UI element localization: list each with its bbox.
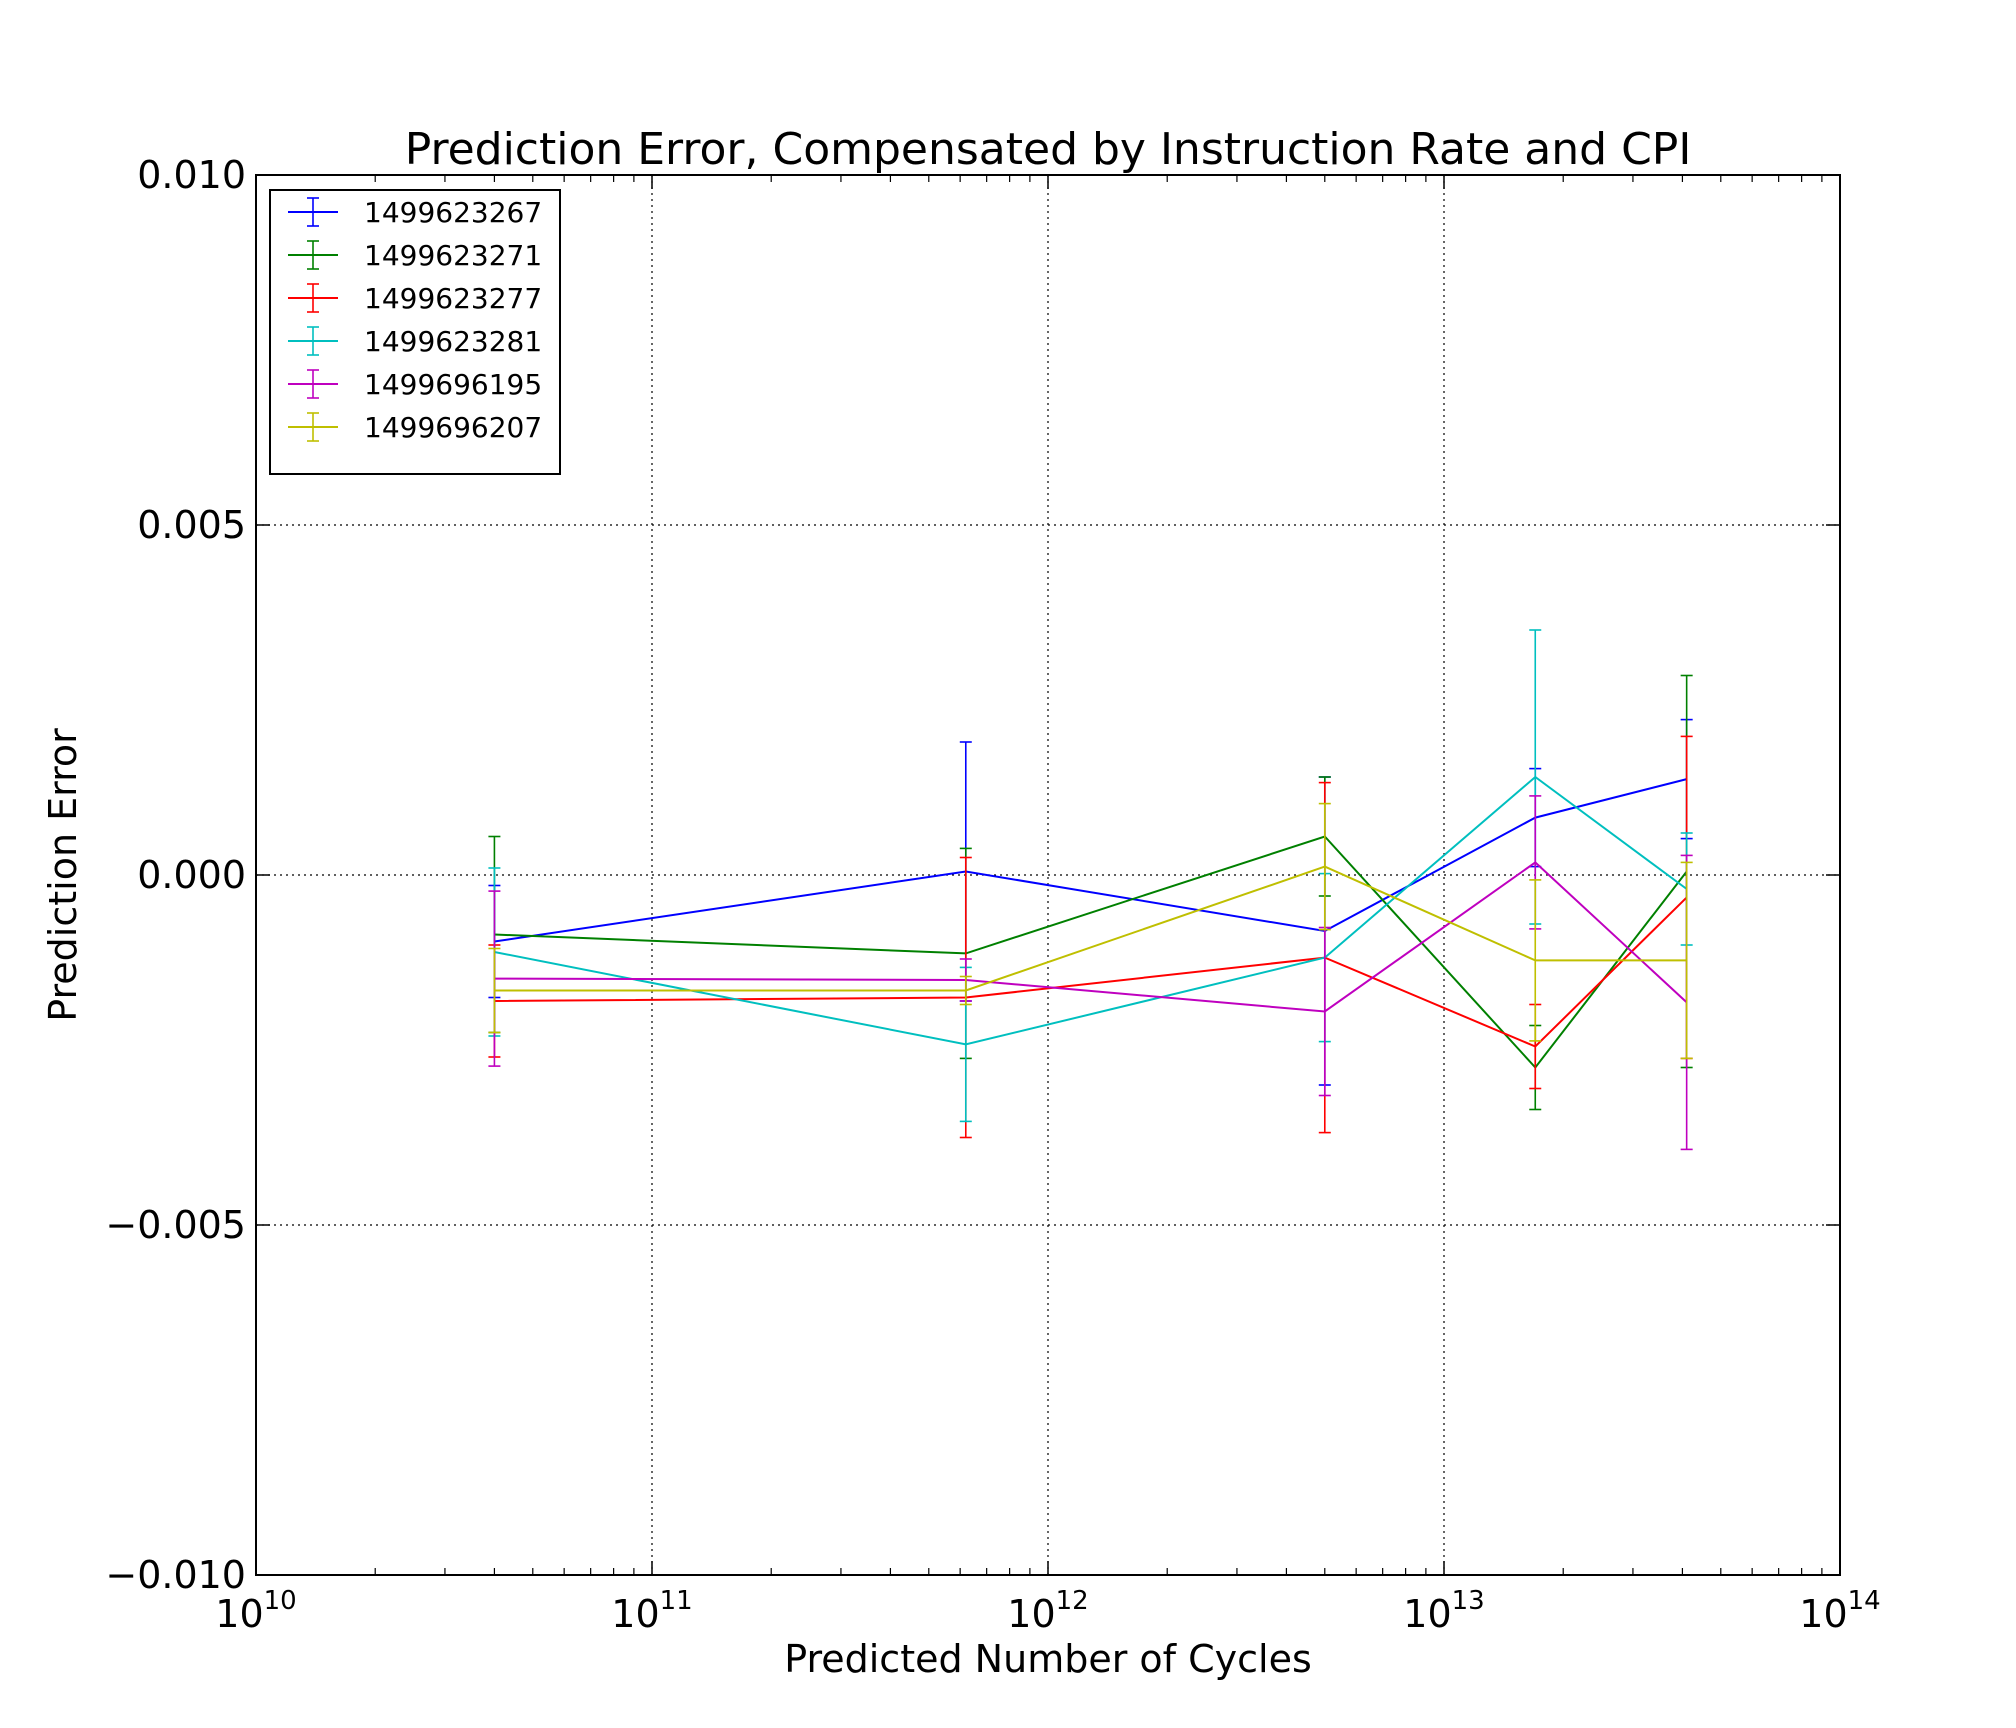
legend-label: 1499623271 bbox=[364, 239, 542, 272]
series-1499696207 bbox=[488, 802, 1693, 1060]
x-tick-label: 1014 bbox=[1799, 1586, 1880, 1636]
x-tick-label: 1011 bbox=[611, 1586, 692, 1636]
series-line bbox=[494, 865, 1687, 992]
x-axis-label: Predicted Number of Cycles bbox=[784, 1637, 1312, 1681]
series-line bbox=[494, 861, 1688, 1013]
legend: 1499623267 1499623271 1499623277 1499623281… bbox=[269, 189, 561, 475]
x-tick-label: 1012 bbox=[1007, 1586, 1088, 1636]
x-tick-label: 1010 bbox=[215, 1586, 296, 1636]
y-tick-label: 0.000 bbox=[137, 853, 246, 897]
legend-label: 1499696207 bbox=[364, 411, 542, 444]
tick-labels: 1010 1011 1012 1013 1014 0.010 0.005 0.000 −0.00… bbox=[105, 153, 1880, 1636]
legend-label: 1499623277 bbox=[364, 282, 542, 315]
y-axis-label: Prediction Error bbox=[41, 728, 85, 1022]
axis-ticks bbox=[255, 174, 1841, 1576]
legend-label: 1499623281 bbox=[364, 325, 542, 358]
y-tick-label: 0.010 bbox=[137, 153, 246, 197]
y-tick-label: −0.005 bbox=[105, 1203, 246, 1247]
chart-title: Prediction Error, Compensated by Instruc… bbox=[405, 124, 1692, 175]
y-tick-label: −0.010 bbox=[105, 1553, 246, 1597]
legend-label: 1499696195 bbox=[364, 368, 542, 401]
gridlines bbox=[256, 175, 1840, 1575]
legend-label: 1499623267 bbox=[364, 196, 542, 229]
y-tick-label: 0.005 bbox=[137, 503, 246, 547]
series-layer bbox=[488, 629, 1693, 1151]
x-tick-label: 1013 bbox=[1403, 1586, 1484, 1636]
